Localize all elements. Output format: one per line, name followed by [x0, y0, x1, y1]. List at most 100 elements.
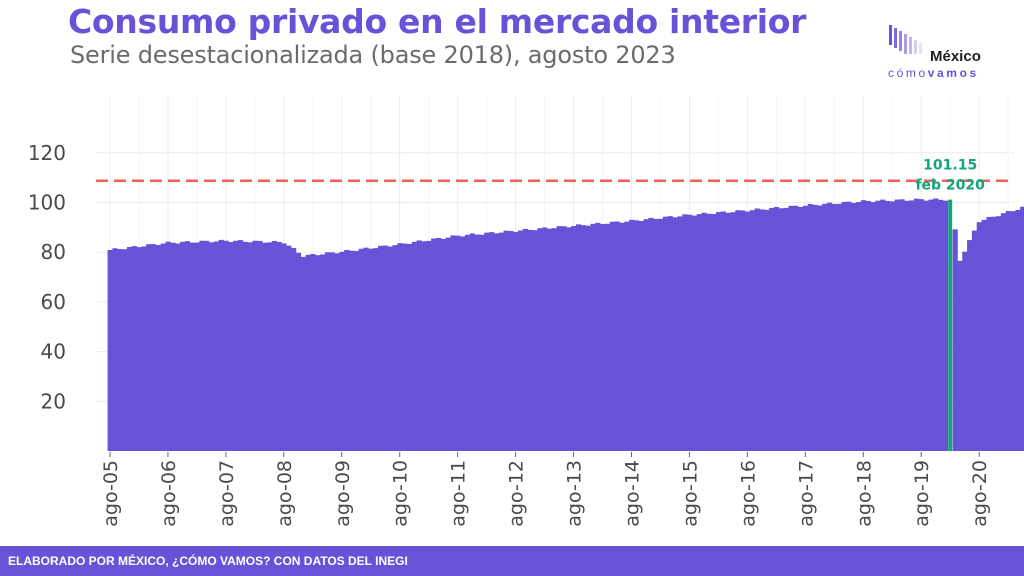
footer-source: ELABORADO POR MÉXICO, ¿CÓMO VAMOS? CON D… [8, 554, 408, 568]
bar [1010, 211, 1016, 451]
bar [276, 241, 282, 451]
bar [117, 249, 123, 451]
bar [696, 214, 702, 451]
bar [981, 219, 987, 451]
bar [614, 221, 620, 451]
bar [706, 213, 712, 451]
bar [551, 228, 557, 451]
bar [899, 199, 905, 451]
bar [522, 228, 529, 451]
x-tick-label: ago-15 [679, 460, 701, 527]
bar [913, 198, 920, 451]
bar [619, 222, 625, 451]
x-tick-label: ago-19 [911, 460, 933, 527]
bar [928, 199, 934, 451]
bar [677, 216, 683, 451]
x-tick-label: ago-17 [795, 460, 817, 527]
bar [112, 248, 118, 451]
bar [996, 216, 1002, 451]
bar [382, 245, 388, 451]
bar [460, 236, 466, 451]
bar [218, 239, 224, 451]
bar [368, 248, 374, 451]
bar [170, 242, 176, 451]
bar [865, 200, 871, 451]
bar [228, 242, 234, 451]
bar [291, 247, 297, 451]
bar [884, 200, 891, 451]
bar [904, 200, 910, 451]
bar [894, 199, 900, 451]
bar [957, 260, 963, 451]
x-tick-label: ago-12 [506, 460, 528, 527]
bar [740, 210, 746, 451]
bar [546, 228, 553, 451]
bar [469, 233, 475, 451]
bar [421, 241, 427, 451]
annotation-date: feb 2020 [915, 178, 985, 194]
bar [744, 211, 751, 451]
bar [489, 232, 495, 451]
bar [1005, 211, 1011, 451]
bar [880, 199, 886, 451]
bar [397, 243, 403, 451]
bar [604, 223, 611, 451]
bar [358, 248, 364, 451]
bar [363, 247, 369, 451]
bar [107, 249, 113, 451]
bar [493, 233, 500, 451]
bar [286, 245, 292, 451]
x-tick-label: ago-18 [853, 460, 875, 527]
bar [281, 243, 287, 451]
bar [1015, 209, 1021, 451]
bar [513, 231, 519, 451]
bar [715, 212, 722, 451]
bar [638, 221, 644, 451]
bar [126, 247, 133, 451]
bar [406, 243, 413, 451]
bar [585, 225, 591, 451]
bar [426, 240, 432, 451]
bar [455, 235, 461, 451]
bar [131, 246, 137, 451]
bar [831, 203, 838, 451]
bar [633, 220, 640, 451]
bar [749, 210, 755, 451]
bar [508, 230, 514, 451]
bar [141, 246, 147, 451]
bar [933, 198, 939, 451]
bar [450, 235, 456, 451]
bar [730, 212, 736, 451]
annotation-value: 101.15 [923, 158, 977, 174]
bar [155, 245, 162, 451]
bar [938, 199, 944, 451]
bar [204, 240, 210, 451]
bar [643, 219, 649, 451]
bar [889, 201, 895, 451]
bar [136, 247, 142, 451]
bar [295, 252, 302, 451]
bar [498, 232, 504, 451]
x-tick-label: ago-14 [621, 460, 643, 527]
x-tick-label: ago-08 [274, 460, 296, 527]
footer-bar: ELABORADO POR MÉXICO, ¿CÓMO VAMOS? CON D… [0, 546, 1024, 576]
x-tick-label: ago-16 [737, 460, 759, 527]
bar [373, 248, 379, 451]
bar [773, 207, 780, 451]
bar [518, 230, 524, 451]
y-tick-label: 80 [41, 240, 66, 264]
bar [817, 205, 823, 451]
bar [503, 230, 509, 451]
bar [841, 201, 847, 451]
bar [600, 224, 606, 451]
bar [952, 229, 958, 451]
bar [764, 209, 770, 451]
bar [300, 256, 306, 451]
bar [682, 214, 688, 451]
bar [687, 214, 693, 451]
bar [392, 245, 398, 451]
bar [180, 241, 186, 451]
bar [252, 240, 258, 451]
bar [575, 224, 582, 451]
bar [233, 240, 239, 451]
